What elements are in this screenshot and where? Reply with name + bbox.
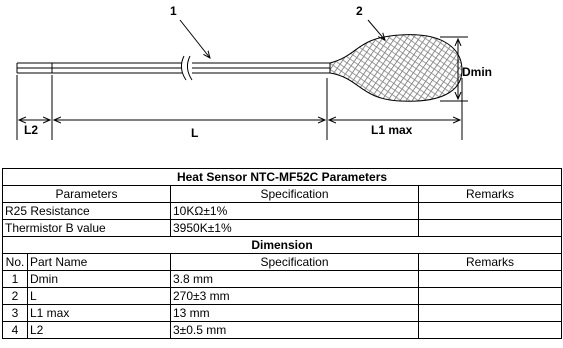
label: 2 [356,4,363,18]
table-row: Dimension [1,236,563,254]
table-cell [417,304,563,322]
table-cell: 10KΩ±1% [170,202,419,220]
table-title: Heat Sensor NTC-MF52C Parameters [1,168,563,186]
table-row: R25 Resistance 10KΩ±1% [2,202,563,220]
table-cell: Remarks [417,253,563,271]
table-cell: Dimension [1,236,563,254]
table-cell [417,321,563,339]
table-cell: 13 mm [170,304,419,322]
table-row: No. Part Name Specification Remarks [2,253,563,271]
sensor-diagram: 1 2 Dmin L2 L L1 max [16,4,492,140]
table-cell: No. [2,253,28,271]
table-cell: 3.8 mm [170,270,419,288]
table-cell: Specification [170,253,419,271]
thermistor-head [329,34,463,102]
table-row: 3 L1 max 13 mm [2,304,563,322]
label: L1 max [371,123,413,137]
label: Dmin [462,65,492,79]
table-cell [417,202,563,220]
table-cell: 2 [2,287,28,305]
table-cell: R25 Resistance [2,202,171,220]
table-row: 2 L 270±3 mm [2,287,563,305]
table-cell: L1 max [27,304,171,322]
parameter-table: Heat Sensor NTC-MF52C Parameters Paramet… [1,168,563,339]
table-cell: Specification [170,185,419,203]
table-cell: L [27,287,171,305]
table-cell: 3±0.5 mm [170,321,419,339]
table-cell [417,270,563,288]
label: L [191,126,198,140]
table-cell: 3950K±1% [170,219,419,237]
table-cell: Dmin [27,270,171,288]
table-cell [417,287,563,305]
table-cell: 1 [2,270,28,288]
table-cell: 270±3 mm [170,287,419,305]
table-cell: L2 [27,321,171,339]
table-cell: 3 [2,304,28,322]
table-cell: 4 [2,321,28,339]
table-cell: Remarks [417,185,563,203]
table-cell: Parameters [2,185,171,203]
table-cell: Part Name [27,253,171,271]
dimension-lines [16,19,468,140]
table-row: Thermistor B value 3950K±1% [2,219,563,237]
table-row: Parameters Specification Remarks [2,185,563,203]
label: 1 [170,4,177,18]
table-cell [417,219,563,237]
table-row: 4 L2 3±0.5 mm [2,321,563,339]
label: L2 [24,123,38,137]
table-body: Heat Sensor NTC-MF52C Parameters Paramet… [1,168,563,339]
table-cell: Thermistor B value [2,219,171,237]
table-row: 1 Dmin 3.8 mm [2,270,563,288]
wire [16,55,330,81]
